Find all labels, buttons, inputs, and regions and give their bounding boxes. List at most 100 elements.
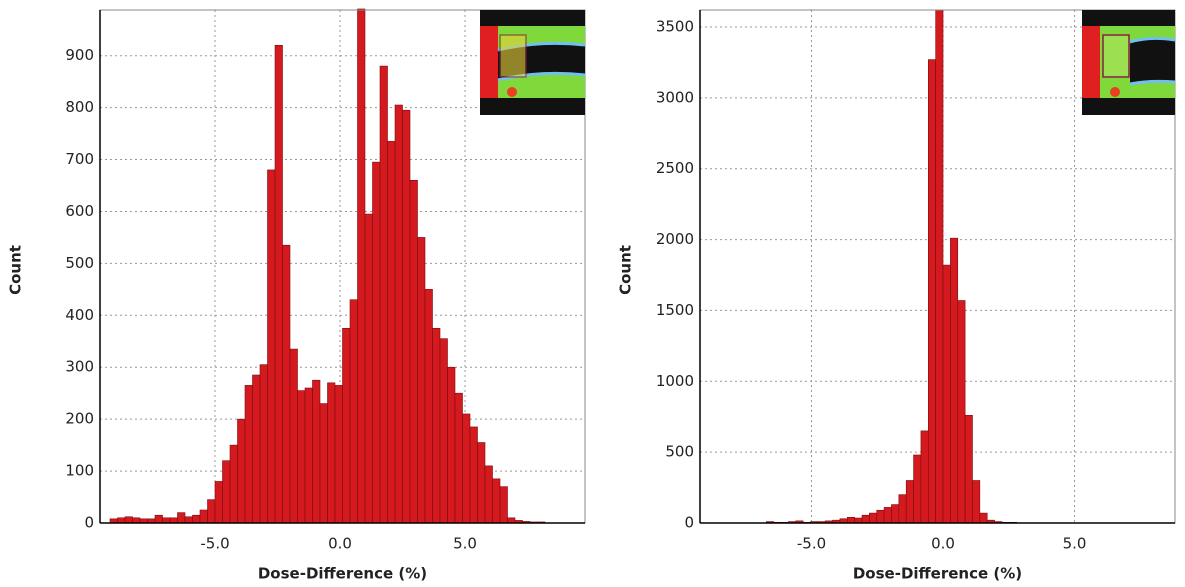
bar (124, 516, 133, 524)
bar (409, 180, 418, 524)
bar (289, 348, 298, 524)
bar (957, 300, 966, 524)
bar (192, 514, 201, 524)
y-tick-label: 1000 (656, 372, 694, 390)
bar (117, 517, 126, 524)
bar (883, 507, 892, 524)
bar (222, 460, 231, 524)
bar (935, 9, 944, 524)
bar (469, 426, 478, 524)
bar (942, 264, 951, 524)
y-tick-label: 0 (84, 514, 94, 532)
y-tick-label: 900 (65, 46, 94, 64)
x-tick-label: -5.0 (797, 535, 826, 553)
bar (447, 366, 456, 524)
bar (162, 517, 171, 524)
bar (312, 379, 321, 524)
y-tick-label: 700 (65, 150, 94, 168)
bar (297, 390, 306, 524)
inset-right (1082, 10, 1176, 115)
x-tick-label: 5.0 (453, 535, 477, 553)
bar (199, 509, 208, 524)
bar (252, 374, 261, 524)
bar (477, 442, 486, 524)
y-tick-label: 800 (65, 98, 94, 116)
bar (927, 59, 936, 524)
x-tick-label: 5.0 (1063, 535, 1087, 553)
bar (869, 512, 878, 524)
bar (402, 109, 411, 524)
bar (499, 486, 508, 524)
bar (979, 512, 988, 524)
x-axis-title: Dose-Difference (%) (258, 565, 427, 583)
bar (454, 392, 463, 524)
y-tick-label: 0 (684, 514, 694, 532)
bar (432, 327, 441, 524)
y-tick-label: 500 (65, 254, 94, 272)
bar (846, 517, 855, 524)
y-tick-label: 3000 (656, 88, 694, 106)
bar (267, 169, 276, 524)
x-axis-title: Dose-Difference (%) (853, 565, 1022, 583)
bar (349, 299, 358, 524)
bar (972, 480, 981, 524)
bar (387, 141, 396, 524)
bar (357, 8, 366, 524)
y-tick-label: 2500 (656, 159, 694, 177)
y-axis-title: Count (617, 245, 635, 295)
bar (327, 382, 336, 524)
bar (950, 237, 959, 524)
bar (274, 45, 283, 524)
y-tick-label: 100 (65, 462, 94, 480)
bar (154, 514, 163, 524)
bar (207, 499, 216, 524)
bar (492, 478, 501, 524)
bar (334, 385, 343, 524)
bar (913, 454, 922, 524)
bar (342, 327, 351, 524)
x-tick-label: 0.0 (931, 535, 955, 553)
bar (920, 430, 929, 524)
y-tick-label: 200 (65, 410, 94, 428)
bar (304, 387, 313, 524)
y-tick-label: 2000 (656, 230, 694, 248)
y-axis-title: Count (7, 245, 25, 295)
y-tick-label: 300 (65, 358, 94, 376)
bar (439, 338, 448, 524)
bar (417, 237, 426, 524)
bar (379, 65, 388, 524)
bar (964, 414, 973, 524)
y-tick-label: 3500 (656, 18, 694, 36)
bar (891, 504, 900, 524)
bar (484, 465, 493, 524)
bar (237, 418, 246, 524)
bar (177, 512, 186, 524)
y-tick-label: 1500 (656, 301, 694, 319)
bar (364, 213, 373, 524)
bar (184, 516, 193, 524)
y-tick-label: 500 (665, 443, 694, 461)
x-tick-label: -5.0 (200, 535, 229, 553)
bar (507, 517, 516, 524)
y-tick-label: 400 (65, 306, 94, 324)
bar (282, 244, 291, 524)
bar (898, 494, 907, 524)
y-tick-label: 600 (65, 202, 94, 220)
bar (905, 480, 914, 524)
bar (424, 289, 433, 524)
bar (394, 104, 403, 524)
bar (169, 517, 178, 524)
bar (462, 413, 471, 524)
bar (229, 444, 238, 524)
bar (319, 403, 328, 524)
bar (876, 509, 885, 524)
bar (214, 481, 223, 524)
x-tick-label: 0.0 (328, 535, 352, 553)
inset-left (480, 10, 586, 115)
bar (861, 514, 870, 524)
bar (372, 161, 381, 524)
bar (244, 385, 253, 524)
bar (132, 517, 141, 524)
bar (259, 364, 268, 524)
